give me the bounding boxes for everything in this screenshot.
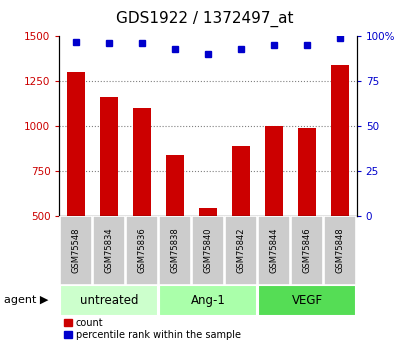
Bar	[159, 216, 191, 285]
Bar	[192, 216, 223, 285]
Text: agent ▶: agent ▶	[4, 295, 48, 305]
Bar	[100, 97, 118, 216]
Bar	[60, 216, 92, 285]
Text: GSM75840: GSM75840	[203, 227, 212, 273]
Text: GSM75846: GSM75846	[302, 227, 311, 273]
Text: GSM75844: GSM75844	[269, 227, 278, 273]
Bar	[126, 216, 157, 285]
Text: VEGF: VEGF	[291, 294, 322, 307]
Bar	[258, 216, 289, 285]
Bar	[258, 285, 355, 316]
Text: GSM75848: GSM75848	[335, 227, 344, 273]
Text: GSM75836: GSM75836	[137, 227, 146, 273]
Bar	[264, 126, 283, 216]
Text: GSM75838: GSM75838	[170, 227, 179, 273]
Text: untreated: untreated	[79, 294, 138, 307]
Bar	[67, 72, 85, 216]
Bar	[133, 108, 151, 216]
Bar	[159, 285, 256, 316]
Bar	[231, 146, 249, 216]
Bar	[93, 216, 124, 285]
Bar	[60, 285, 157, 316]
Text: GDS1922 / 1372497_at: GDS1922 / 1372497_at	[116, 10, 293, 27]
Bar	[324, 216, 355, 285]
Bar	[225, 216, 256, 285]
Text: Ang-1: Ang-1	[190, 294, 225, 307]
Bar	[290, 216, 322, 285]
Bar	[198, 208, 217, 216]
Bar	[166, 155, 184, 216]
Text: GSM75834: GSM75834	[104, 227, 113, 273]
Bar	[330, 65, 348, 216]
Legend: count, percentile rank within the sample: count, percentile rank within the sample	[64, 318, 240, 340]
Text: GSM75548: GSM75548	[71, 227, 80, 273]
Text: GSM75842: GSM75842	[236, 227, 245, 273]
Bar	[297, 128, 315, 216]
